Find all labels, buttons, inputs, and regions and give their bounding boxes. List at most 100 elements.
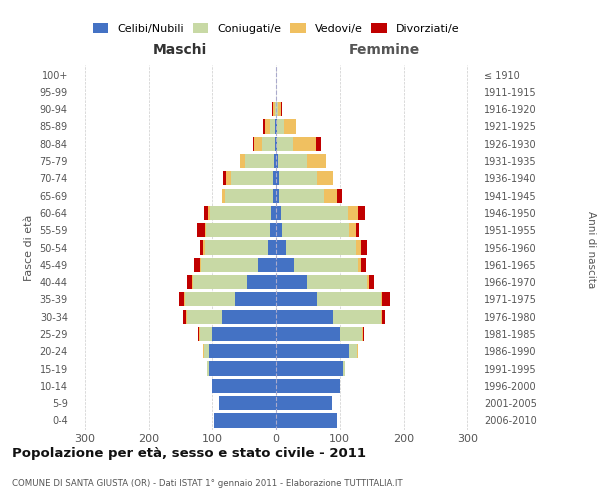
Bar	[286, 240, 356, 254]
Bar	[209, 362, 276, 376]
Bar	[356, 223, 359, 238]
Bar	[343, 362, 345, 376]
Bar	[204, 206, 208, 220]
Bar	[269, 223, 276, 238]
Bar	[262, 136, 275, 151]
Bar	[276, 223, 283, 238]
Bar	[214, 414, 276, 428]
Bar	[258, 258, 276, 272]
Bar	[276, 362, 343, 376]
Bar	[274, 102, 275, 116]
Bar	[203, 240, 205, 254]
Text: Popolazione per età, sesso e stato civile - 2011: Popolazione per età, sesso e stato civil…	[12, 448, 366, 460]
Bar	[200, 240, 203, 254]
Bar	[197, 223, 205, 238]
Bar	[225, 188, 273, 202]
Bar	[381, 292, 382, 306]
Bar	[284, 120, 296, 134]
Bar	[361, 240, 367, 254]
Bar	[240, 154, 245, 168]
Legend: Celibi/Nubili, Coniugati/e, Vedovi/e, Divorziati/e: Celibi/Nubili, Coniugati/e, Vedovi/e, Di…	[93, 23, 459, 34]
Bar	[194, 258, 199, 272]
Bar	[324, 188, 337, 202]
Bar	[277, 120, 284, 134]
Bar	[197, 327, 199, 341]
Bar	[382, 310, 385, 324]
Bar	[316, 136, 320, 151]
Bar	[204, 344, 209, 358]
Bar	[340, 327, 362, 341]
Bar	[357, 344, 358, 358]
Bar	[273, 171, 276, 186]
Bar	[263, 120, 265, 134]
Bar	[207, 362, 209, 376]
Bar	[184, 292, 185, 306]
Bar	[348, 206, 358, 220]
Bar	[268, 240, 276, 254]
Bar	[276, 292, 317, 306]
Bar	[307, 275, 367, 289]
Bar	[183, 310, 186, 324]
Bar	[279, 188, 324, 202]
Bar	[317, 292, 381, 306]
Bar	[205, 240, 268, 254]
Bar	[276, 120, 277, 134]
Text: Femmine: Femmine	[349, 44, 419, 58]
Bar	[275, 136, 276, 151]
Bar	[254, 136, 262, 151]
Bar	[275, 102, 276, 116]
Bar	[203, 344, 204, 358]
Bar	[212, 327, 276, 341]
Bar	[369, 275, 374, 289]
Bar	[193, 275, 247, 289]
Bar	[277, 136, 293, 151]
Bar	[283, 223, 349, 238]
Bar	[209, 344, 276, 358]
Bar	[276, 206, 281, 220]
Bar	[185, 292, 235, 306]
Bar	[199, 327, 212, 341]
Bar	[247, 275, 276, 289]
Bar	[199, 258, 201, 272]
Bar	[293, 136, 316, 151]
Bar	[269, 120, 275, 134]
Bar	[235, 292, 276, 306]
Bar	[265, 120, 269, 134]
Bar	[382, 292, 390, 306]
Bar	[211, 206, 271, 220]
Bar	[245, 154, 274, 168]
Bar	[276, 310, 334, 324]
Bar	[271, 206, 276, 220]
Bar	[281, 206, 348, 220]
Bar	[362, 327, 364, 341]
Bar	[276, 275, 307, 289]
Text: Maschi: Maschi	[153, 44, 207, 58]
Text: Anni di nascita: Anni di nascita	[586, 212, 596, 288]
Bar	[253, 136, 254, 151]
Bar	[381, 310, 382, 324]
Text: COMUNE DI SANTA GIUSTA (OR) - Dati ISTAT 1° gennaio 2011 - Elaborazione TUTTITAL: COMUNE DI SANTA GIUSTA (OR) - Dati ISTAT…	[12, 479, 403, 488]
Bar	[276, 327, 340, 341]
Bar	[307, 154, 326, 168]
Bar	[272, 102, 274, 116]
Bar	[276, 188, 279, 202]
Bar	[276, 171, 279, 186]
Bar	[276, 344, 349, 358]
Bar	[276, 154, 278, 168]
Bar	[276, 414, 337, 428]
Bar	[273, 188, 276, 202]
Bar	[226, 171, 232, 186]
Bar	[358, 258, 361, 272]
Bar	[208, 206, 211, 220]
Bar	[222, 188, 225, 202]
Bar	[212, 379, 276, 393]
Bar	[187, 275, 193, 289]
Bar	[222, 310, 276, 324]
Bar	[358, 206, 365, 220]
Bar	[218, 396, 276, 410]
Bar	[279, 171, 317, 186]
Bar	[223, 171, 226, 186]
Bar	[186, 310, 187, 324]
Bar	[356, 240, 361, 254]
Bar	[276, 396, 332, 410]
